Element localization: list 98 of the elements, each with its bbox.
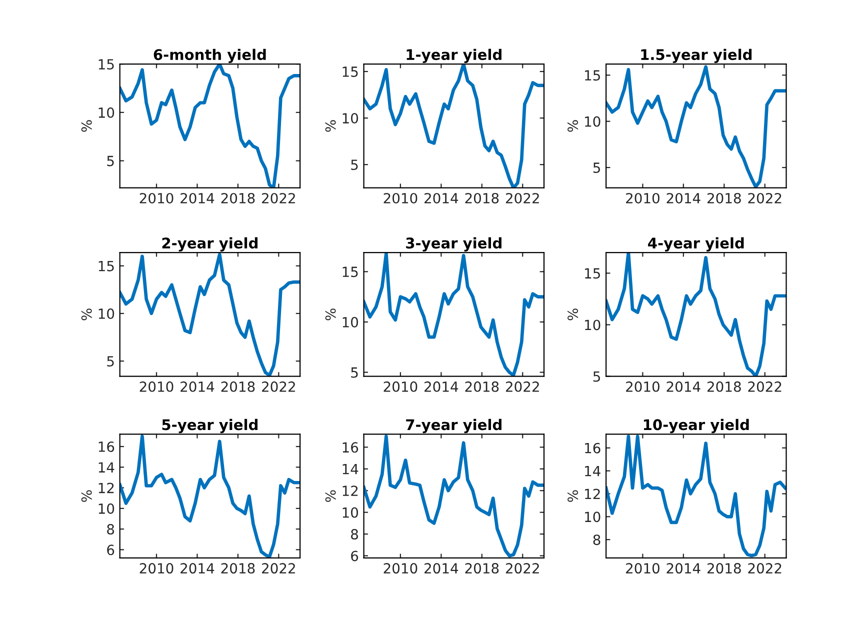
x-tick-label: 2018	[465, 381, 499, 392]
x-tick-label: 2022	[506, 381, 539, 392]
line-series	[120, 64, 300, 188]
x-tick-label: 2010	[384, 563, 418, 574]
y-tick-label: 8	[593, 534, 600, 546]
y-tick-label: 15	[342, 66, 358, 77]
y-tick-label: 15	[585, 268, 600, 279]
chart-title: 1.5-year yield	[641, 48, 752, 64]
y-axis-title: %	[81, 490, 92, 502]
x-tick-label: 2014	[666, 563, 700, 574]
chart-title: 7-year yield	[406, 418, 502, 434]
y-axis-title: %	[325, 308, 336, 320]
y-tick-label: 6	[351, 550, 358, 562]
x-tick-label: 2010	[140, 563, 174, 574]
y-tick-label: 10	[98, 107, 114, 118]
line-series	[606, 65, 786, 188]
y-tick-label: 16	[342, 442, 358, 453]
y-tick-label: 5	[351, 160, 358, 170]
x-tick-label: 2014	[180, 192, 214, 204]
x-tick-label: 2014	[424, 563, 458, 574]
y-axis-title: %	[568, 490, 578, 502]
line-series	[364, 252, 544, 376]
x-tick-label: 2022	[506, 563, 539, 574]
x-tick-label: 2018	[221, 381, 255, 392]
y-tick-label: 8	[107, 524, 114, 535]
x-tick-label: 2018	[221, 192, 255, 204]
chart-title: 4-year yield	[648, 237, 744, 252]
y-tick-label: 15	[98, 261, 114, 272]
x-tick-label: 2022	[262, 563, 295, 574]
x-tick-label: 2010	[384, 192, 418, 204]
chart-title: 1-year yield	[406, 48, 502, 64]
x-tick-label: 2018	[707, 192, 741, 204]
chart-title: 2-year yield	[162, 237, 258, 252]
y-tick-label: 12	[98, 482, 114, 494]
y-tick-label: 5	[593, 371, 600, 382]
y-tick-label: 5	[107, 156, 114, 166]
x-tick-label: 2014	[180, 563, 214, 574]
x-tick-label: 2022	[748, 563, 782, 574]
y-tick-label: 12	[342, 486, 358, 496]
chart-title: 6-month yield	[154, 48, 266, 64]
x-tick-label: 2014	[424, 192, 458, 204]
y-axis-title: %	[568, 308, 578, 320]
y-axis-title: %	[325, 490, 336, 502]
x-tick-label: 2018	[707, 381, 741, 392]
y-tick-label: 5	[593, 162, 600, 173]
x-tick-label: 2022	[262, 381, 295, 392]
y-tick-label: 10	[342, 316, 358, 328]
x-tick-label: 2010	[384, 381, 418, 392]
x-tick-label: 2010	[140, 381, 174, 392]
x-tick-label: 2018	[707, 563, 741, 574]
y-tick-label: 16	[98, 442, 114, 452]
x-tick-label: 2014	[666, 192, 700, 204]
y-tick-label: 10	[98, 503, 114, 514]
y-tick-label: 5	[107, 356, 114, 367]
x-tick-label: 2010	[140, 192, 174, 204]
line-series	[364, 64, 544, 188]
y-tick-label: 16	[585, 442, 600, 454]
y-tick-label: 6	[107, 544, 114, 556]
line-series	[606, 252, 786, 376]
x-tick-label: 2022	[748, 192, 782, 204]
line-series	[120, 252, 300, 376]
y-tick-label: 15	[585, 70, 600, 81]
y-tick-label: 10	[585, 512, 600, 522]
y-axis-title: %	[81, 308, 92, 320]
line-series	[606, 434, 786, 558]
line-series	[120, 434, 300, 558]
y-tick-label: 14	[342, 464, 358, 474]
x-tick-label: 2022	[262, 192, 295, 204]
x-tick-label: 2014	[180, 381, 214, 392]
x-tick-label: 2014	[666, 381, 700, 392]
chart-title: 10-year yield	[644, 418, 749, 434]
y-tick-label: 8	[351, 529, 358, 540]
y-tick-label: 10	[585, 320, 600, 330]
chart-title: 5-year yield	[162, 418, 258, 434]
y-tick-label: 10	[342, 507, 358, 518]
y-tick-label: 15	[98, 59, 114, 70]
x-tick-label: 2018	[221, 563, 255, 574]
y-tick-label: 5	[351, 367, 358, 378]
y-axis-title: %	[81, 120, 92, 132]
chart-title: 3-year yield	[406, 237, 502, 252]
x-tick-label: 2022	[748, 381, 782, 392]
x-tick-label: 2010	[626, 381, 660, 392]
y-axis-title: %	[568, 120, 578, 132]
x-tick-label: 2018	[465, 563, 499, 574]
x-tick-label: 2010	[626, 563, 660, 574]
x-tick-label: 2018	[465, 192, 499, 204]
y-tick-label: 10	[342, 113, 358, 124]
y-tick-label: 14	[98, 462, 114, 472]
y-tick-label: 14	[585, 466, 600, 476]
line-series	[364, 434, 544, 558]
y-tick-label: 15	[342, 266, 358, 278]
y-tick-label: 12	[585, 488, 600, 500]
y-tick-label: 10	[98, 308, 114, 319]
y-axis-title: %	[325, 120, 336, 132]
x-tick-label: 2022	[506, 192, 539, 204]
x-tick-label: 2010	[626, 192, 660, 204]
x-tick-label: 2014	[424, 381, 458, 392]
y-tick-label: 10	[585, 116, 600, 127]
